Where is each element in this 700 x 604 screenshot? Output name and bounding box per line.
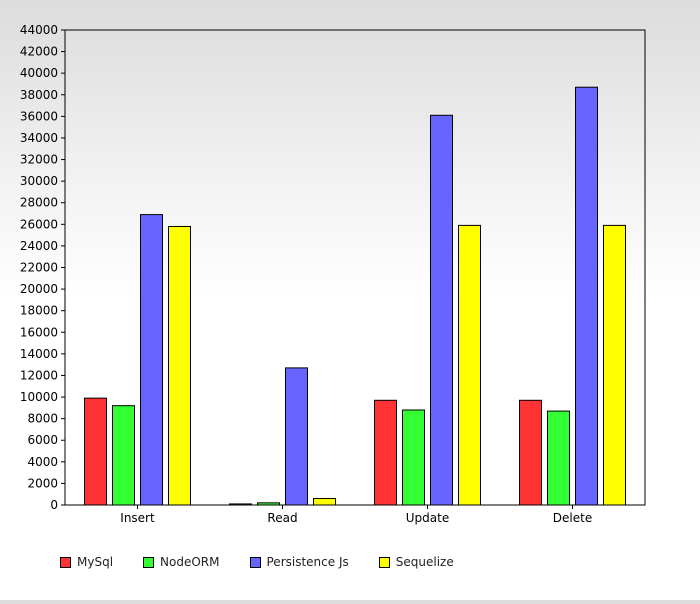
chart-legend: MySql NodeORM Persistence Js Sequelize [60,552,484,572]
bar-nodeorm-insert [112,405,135,506]
y-tick-label: 38000 [20,88,58,102]
bar-persistence-js-insert [140,214,163,506]
y-tick-label: 14000 [20,347,58,361]
x-tick-label: Read [267,511,297,525]
legend-swatch [60,556,71,568]
y-tick-label: 0 [50,498,58,512]
y-tick-label: 8000 [27,412,58,426]
legend-swatch [378,556,390,568]
bar-mysql-read [229,503,252,506]
legend-label: Persistence Js [266,555,349,569]
y-tick-label: 18000 [20,304,58,318]
y-tick-label: 22000 [20,261,58,275]
y-tick-label: 28000 [20,196,58,210]
x-tick-label: Update [406,511,449,525]
y-tick-label: 16000 [20,325,58,339]
legend-label: NodeORM [160,555,220,569]
y-tick-label: 20000 [20,282,58,296]
x-tick-label: Delete [553,511,592,525]
bar-sequelize-insert [168,225,191,506]
bar-nodeorm-update [402,409,425,506]
legend-item: Sequelize [378,555,454,569]
bar-mysql-insert [84,397,107,506]
bar-persistence-js-update [430,114,453,506]
y-tick-label: 10000 [20,390,58,404]
bar-sequelize-read [313,498,336,506]
y-tick-label: 12000 [20,368,58,382]
legend-swatch [249,556,261,568]
bar-nodeorm-read [257,502,280,506]
y-tick-label: 44000 [20,23,58,37]
y-tick-label: 32000 [20,153,58,167]
bar-nodeorm-delete [547,410,570,506]
legend-label: Sequelize [395,555,454,569]
legend-item: Persistence Js [249,555,349,569]
y-tick-label: 30000 [20,174,58,188]
bar-persistence-js-read [285,367,308,506]
y-tick-label: 40000 [20,66,58,80]
y-tick-label: 42000 [20,45,58,59]
y-tick-label: 36000 [20,109,58,123]
legend-item: NodeORM [143,555,220,569]
bar-mysql-update [374,399,397,506]
y-tick-label: 2000 [27,476,58,490]
bar-mysql-delete [519,399,542,506]
bar-sequelize-delete [603,224,626,506]
x-tick-label: Insert [120,511,155,525]
bar-sequelize-update [458,224,481,506]
y-tick-label: 24000 [20,239,58,253]
bar-persistence-js-delete [575,86,598,506]
legend-swatch [143,556,155,568]
y-tick-label: 34000 [20,131,58,145]
y-tick-label: 26000 [20,217,58,231]
legend-item: MySql [60,555,113,569]
y-tick-label: 4000 [27,455,58,469]
legend-label: MySql [77,555,114,569]
y-tick-label: 6000 [27,433,58,447]
